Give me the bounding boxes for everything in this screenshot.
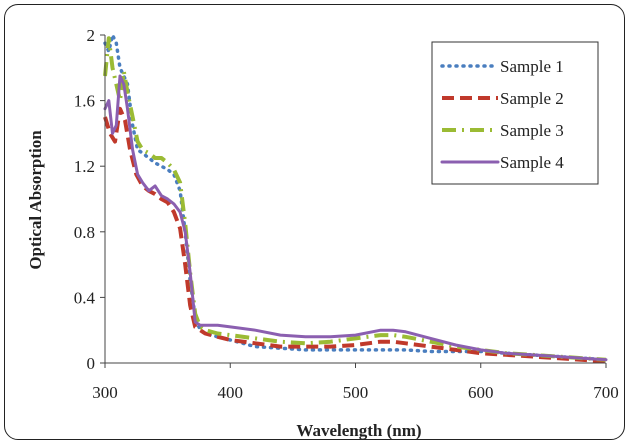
y-tick-label: 0 xyxy=(87,354,96,373)
legend-label-1: Sample 1 xyxy=(500,57,564,76)
legend-label-4: Sample 4 xyxy=(500,153,564,172)
series-line-1 xyxy=(103,33,608,362)
legend-label-2: Sample 2 xyxy=(500,89,564,108)
y-tick-label: 1.6 xyxy=(74,92,95,111)
series-line-4 xyxy=(103,74,608,362)
y-tick-label: 0.4 xyxy=(74,288,96,307)
y-axis-label: Optical Absorption xyxy=(26,130,45,270)
axes-group: 0 0.4 0.8 1.2 1.6 2 300 400 500 600 700 xyxy=(74,26,619,402)
y-tick-label: 0.8 xyxy=(74,223,95,242)
x-tick-label: 600 xyxy=(468,383,494,402)
x-tick-label: 300 xyxy=(92,383,118,402)
y-tick-label: 2 xyxy=(87,26,96,45)
x-tick-label: 700 xyxy=(593,383,619,402)
plot-series-group xyxy=(103,33,608,364)
legend-label-3: Sample 3 xyxy=(500,121,564,140)
x-axis-label: Wavelength (nm) xyxy=(296,421,421,440)
legend-box xyxy=(431,41,599,185)
legend: Sample 1 Sample 2 Sample 3 Sample 4 xyxy=(431,41,599,185)
series-line-3 xyxy=(103,36,607,362)
y-tick-label: 1.2 xyxy=(74,157,95,176)
x-tick-label: 500 xyxy=(343,383,369,402)
x-tick-label: 400 xyxy=(218,383,244,402)
